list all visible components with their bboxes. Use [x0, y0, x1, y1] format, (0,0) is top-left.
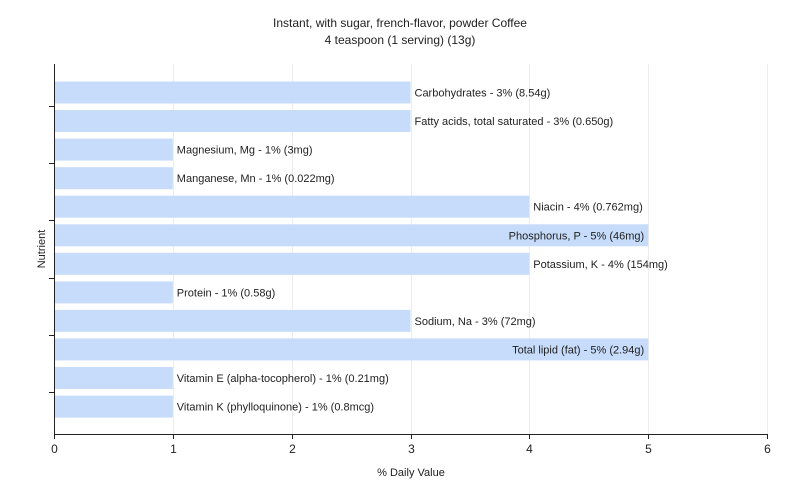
bar-label-3: Manganese, Mn - 1% (0.022mg)	[177, 173, 335, 185]
bar-label-7: Protein - 1% (0.58g)	[177, 287, 275, 299]
bar-0	[55, 81, 411, 104]
bar-label-0: Carbohydrates - 3% (8.54g)	[415, 88, 551, 100]
chart-title: Instant, with sugar, french-flavor, powd…	[273, 16, 527, 30]
bars	[55, 81, 649, 418]
x-tick-label-1: 1	[170, 442, 177, 456]
chart-subtitle: 4 teaspoon (1 serving) (13g)	[325, 33, 476, 47]
bar-label-1: Fatty acids, total saturated - 3% (0.650…	[415, 116, 614, 128]
bar-label-4: Niacin - 4% (0.762mg)	[533, 202, 642, 214]
bar-label-2: Magnesium, Mg - 1% (3mg)	[177, 145, 313, 157]
bar-labels: Carbohydrates - 3% (8.54g) Fatty acids, t…	[177, 88, 668, 414]
bar-label-6: Potassium, K - 4% (154mg)	[533, 259, 668, 271]
bar-label-5: Phosphorus, P - 5% (46mg)	[509, 230, 645, 242]
bar-4	[55, 195, 530, 218]
bar-11	[55, 395, 173, 418]
bar-5	[55, 224, 649, 247]
bar-label-8: Sodium, Na - 3% (72mg)	[415, 316, 536, 328]
x-tick-label-6: 6	[764, 442, 771, 456]
bar-label-9: Total lipid (fat) - 5% (2.94g)	[512, 344, 644, 356]
bar-label-10: Vitamin E (alpha-tocopherol) - 1% (0.21m…	[177, 373, 389, 385]
x-tick-label-4: 4	[526, 442, 533, 456]
bar-7	[55, 281, 173, 304]
x-tick-label-3: 3	[408, 442, 415, 456]
y-axis-label: Nutrient	[36, 230, 48, 269]
bar-1	[55, 110, 411, 132]
x-tick-label-0: 0	[51, 442, 58, 456]
x-axis-label: % Daily Value	[377, 467, 445, 479]
bar-2	[55, 138, 173, 161]
axes: 0 1 2 3 4 5 6	[49, 64, 771, 456]
x-tick-label-2: 2	[289, 442, 296, 456]
bar-6	[55, 252, 530, 275]
x-tick-label-5: 5	[645, 442, 652, 456]
bar-label-11: Vitamin K (phylloquinone) - 1% (0.8mcg)	[177, 402, 374, 414]
bar-9	[55, 338, 649, 361]
bar-10	[55, 367, 173, 389]
bar-8	[55, 309, 411, 332]
bar-3	[55, 167, 173, 190]
